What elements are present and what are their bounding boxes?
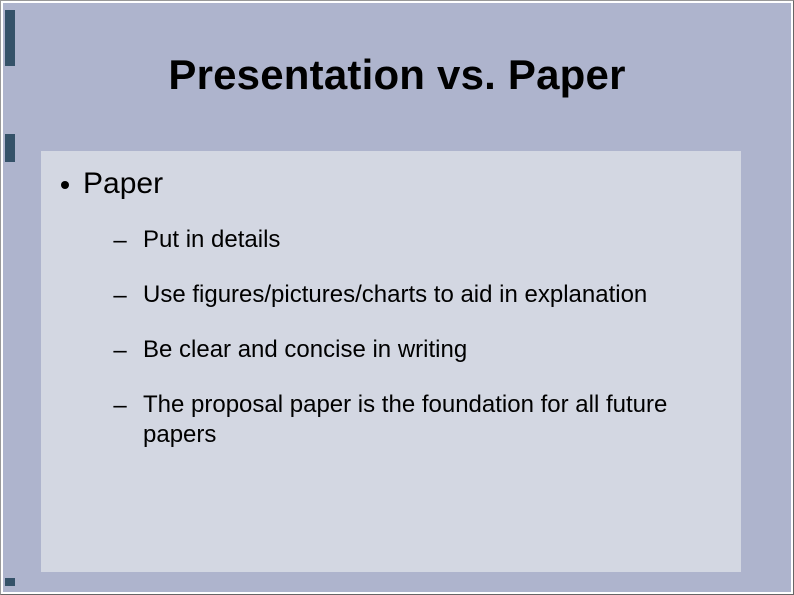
dash-icon: – (113, 335, 127, 366)
dash-icon: – (113, 225, 127, 256)
bullet-dot-icon (61, 181, 69, 189)
title-area: Presentation vs. Paper (43, 51, 751, 99)
list-item: – Be clear and concise in writing (113, 335, 721, 366)
accent-bar-1 (5, 10, 15, 66)
dash-icon: – (113, 390, 127, 421)
bullet-level1: Paper (61, 167, 721, 201)
level2-list: – Put in details – Use figures/pictures/… (61, 225, 721, 450)
dash-icon: – (113, 280, 127, 311)
accent-bar-3 (5, 578, 15, 586)
slide-frame: Presentation vs. Paper Paper – Put in de… (3, 3, 791, 592)
level1-label: Paper (83, 167, 163, 201)
slide-container: Presentation vs. Paper Paper – Put in de… (0, 0, 794, 595)
list-item: – Use figures/pictures/charts to aid in … (113, 280, 721, 311)
list-item: – The proposal paper is the foundation f… (113, 390, 721, 450)
list-item-text: Put in details (143, 225, 280, 255)
list-item-text: Be clear and concise in writing (143, 335, 467, 365)
list-item-text: The proposal paper is the foundation for… (143, 390, 721, 450)
list-item-text: Use figures/pictures/charts to aid in ex… (143, 280, 647, 310)
slide-title: Presentation vs. Paper (43, 51, 751, 99)
content-area: Paper – Put in details – Use figures/pic… (41, 151, 741, 572)
accent-bar-2 (5, 134, 15, 162)
list-item: – Put in details (113, 225, 721, 256)
